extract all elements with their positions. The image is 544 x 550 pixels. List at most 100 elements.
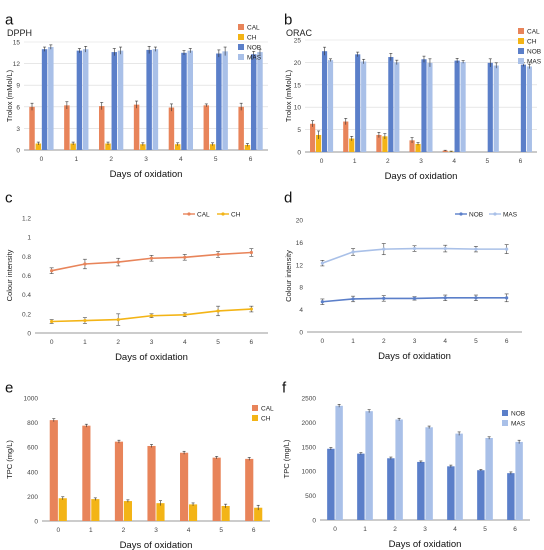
bar-MAS-0 [48,47,54,150]
bar-MAS-5 [222,51,228,150]
bar-NOB-5 [216,53,222,150]
data-point-MAS-5 [474,247,478,251]
legend-swatch-CAL [238,24,244,30]
legend-swatch-CH [252,415,258,421]
legend-label-NOB: NOB [527,49,541,56]
y-tick-label: 1000 [24,396,39,403]
bar-CH-3 [140,144,146,150]
bar-CAL-2 [376,134,382,152]
y-tick-label: 12 [296,262,304,269]
data-point-MAS-0 [320,261,324,265]
bar-CAL-0 [29,106,35,150]
bar-CAL-3 [133,104,140,150]
bar-CAL-5 [203,105,210,150]
bar-CH-2 [382,136,388,152]
bar-MAS-5 [485,438,493,520]
data-point-NOB-4 [443,296,447,300]
bar-CH-2 [123,501,132,521]
x-tick-label: 2 [116,339,120,346]
y-tick-label: 2500 [302,396,317,403]
y-axis-label: Colour intensity [5,249,14,301]
y-tick-label: 6 [16,104,20,111]
data-point-CH-3 [149,314,154,318]
x-tick-label: 0 [56,527,60,534]
x-tick-label: 5 [219,527,223,534]
x-tick-label: 4 [452,158,456,165]
y-tick-label: 12 [13,61,21,68]
data-point-CAL-0 [50,269,54,273]
y-tick-label: 0.8 [22,254,31,261]
legend-label-CAL: CAL [527,29,540,36]
bar-NOB-3 [146,49,152,150]
data-point-NOB-3 [412,296,417,300]
legend-label-MAS: MAS [247,55,262,62]
bar-NOB-1 [355,54,361,152]
legend-label-CH: CH [261,416,271,423]
x-tick-label: 3 [144,156,148,163]
bar-CH-5 [209,144,216,150]
bar-MAS-4 [187,50,194,150]
bar-MAS-3 [152,49,159,151]
y-tick-label: 5 [297,127,301,134]
bar-CAL-0 [310,123,316,152]
data-point-CH-6 [249,307,253,311]
legend-label-CAL: CAL [197,212,210,219]
x-tick-label: 3 [413,338,417,345]
bar-MAS-4 [460,61,466,153]
x-tick-label: 5 [483,526,487,533]
x-axis-label: Days of oxidation [115,352,188,363]
x-tick-label: 3 [154,527,158,534]
bar-MAS-0 [335,405,343,520]
data-point-CAL-5 [216,252,220,257]
y-tick-label: 8 [299,285,303,292]
chart-panel-e: e 0 200 400 600 800 1000 TPC (mg/L) 0 1 2 3 4 5 6 Days … [5,379,274,550]
y-tick-label: 0 [312,518,316,525]
bar-CH-1 [91,499,100,521]
bar-MAS-1 [82,49,89,151]
y-tick-label: 0 [16,148,20,155]
data-point-NOB-0 [320,300,324,304]
legend-swatch-MAS [502,420,508,426]
legend-marker-MAS [493,212,497,216]
bar-NOB-6 [520,64,526,152]
panel-letter: d [284,189,292,206]
bar-CH-2 [105,143,111,150]
bar-NOB-6 [507,473,515,520]
x-tick-label: 5 [474,338,478,345]
x-tick-label: 4 [443,338,447,345]
bar-CH-3 [415,143,421,152]
chart-title: DPPH [7,28,32,38]
y-tick-label: 1500 [302,444,317,451]
panel-letter: b [284,11,292,28]
legend-label-NOB: NOB [247,45,261,52]
bar-CAL-1 [64,105,70,150]
data-point-CH-1 [83,318,87,323]
x-tick-label: 0 [321,338,325,345]
chart-panel-c: c 0 0.2 0.4 0.6 0.8 1 1.2 Colour intensity 0 1 2 3 4 5… [5,189,268,363]
panel-letter: a [5,11,14,28]
bar-CH-6 [244,144,251,150]
x-tick-label: 5 [214,156,218,163]
panel-letter: e [5,379,13,396]
y-tick-label: 4 [299,307,303,314]
bar-NOB-0 [41,49,48,151]
legend-label-MAS: MAS [511,421,526,428]
legend-label-CH: CH [247,35,257,42]
y-tick-label: 0 [297,150,301,157]
x-axis-label: Days of oxidation [110,169,183,180]
y-tick-label: 800 [27,420,38,427]
bar-MAS-0 [327,60,334,152]
data-point-MAS-6 [505,247,509,251]
y-tick-label: 200 [27,494,38,501]
bar-CH-0 [58,498,67,521]
data-point-MAS-4 [443,246,447,251]
data-point-MAS-1 [351,250,355,254]
bar-NOB-0 [321,51,328,153]
x-tick-label: 2 [109,156,113,163]
x-tick-label: 1 [74,156,78,163]
bar-CH-1 [70,143,76,150]
y-tick-label: 1 [27,235,31,242]
data-point-CAL-4 [183,255,187,259]
bar-CH-1 [349,138,355,152]
